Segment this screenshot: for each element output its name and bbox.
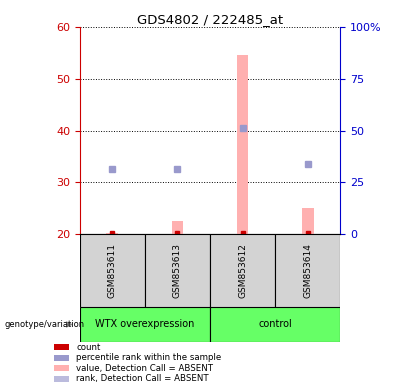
Bar bbox=[54, 376, 69, 382]
Text: GSM853612: GSM853612 bbox=[238, 243, 247, 298]
Bar bbox=[237, 55, 248, 234]
Text: WTX overexpression: WTX overexpression bbox=[95, 319, 194, 329]
Text: genotype/variation: genotype/variation bbox=[4, 320, 84, 329]
Bar bbox=[210, 234, 275, 307]
Bar bbox=[107, 233, 118, 234]
Text: GSM853614: GSM853614 bbox=[303, 243, 312, 298]
Text: GSM853611: GSM853611 bbox=[108, 243, 117, 298]
Bar bbox=[80, 307, 210, 342]
Bar bbox=[302, 208, 313, 234]
Text: count: count bbox=[76, 343, 101, 351]
Bar bbox=[80, 234, 145, 307]
Bar bbox=[210, 307, 340, 342]
Bar bbox=[172, 221, 183, 234]
Bar bbox=[54, 365, 69, 371]
Text: GDS4802 / 222485_at: GDS4802 / 222485_at bbox=[137, 13, 283, 26]
Bar bbox=[54, 355, 69, 361]
Text: value, Detection Call = ABSENT: value, Detection Call = ABSENT bbox=[76, 364, 213, 372]
Text: control: control bbox=[258, 319, 292, 329]
Text: rank, Detection Call = ABSENT: rank, Detection Call = ABSENT bbox=[76, 374, 209, 383]
Bar bbox=[54, 344, 69, 350]
Text: GSM853613: GSM853613 bbox=[173, 243, 182, 298]
Bar bbox=[275, 234, 340, 307]
Bar bbox=[145, 234, 210, 307]
Text: percentile rank within the sample: percentile rank within the sample bbox=[76, 353, 221, 362]
